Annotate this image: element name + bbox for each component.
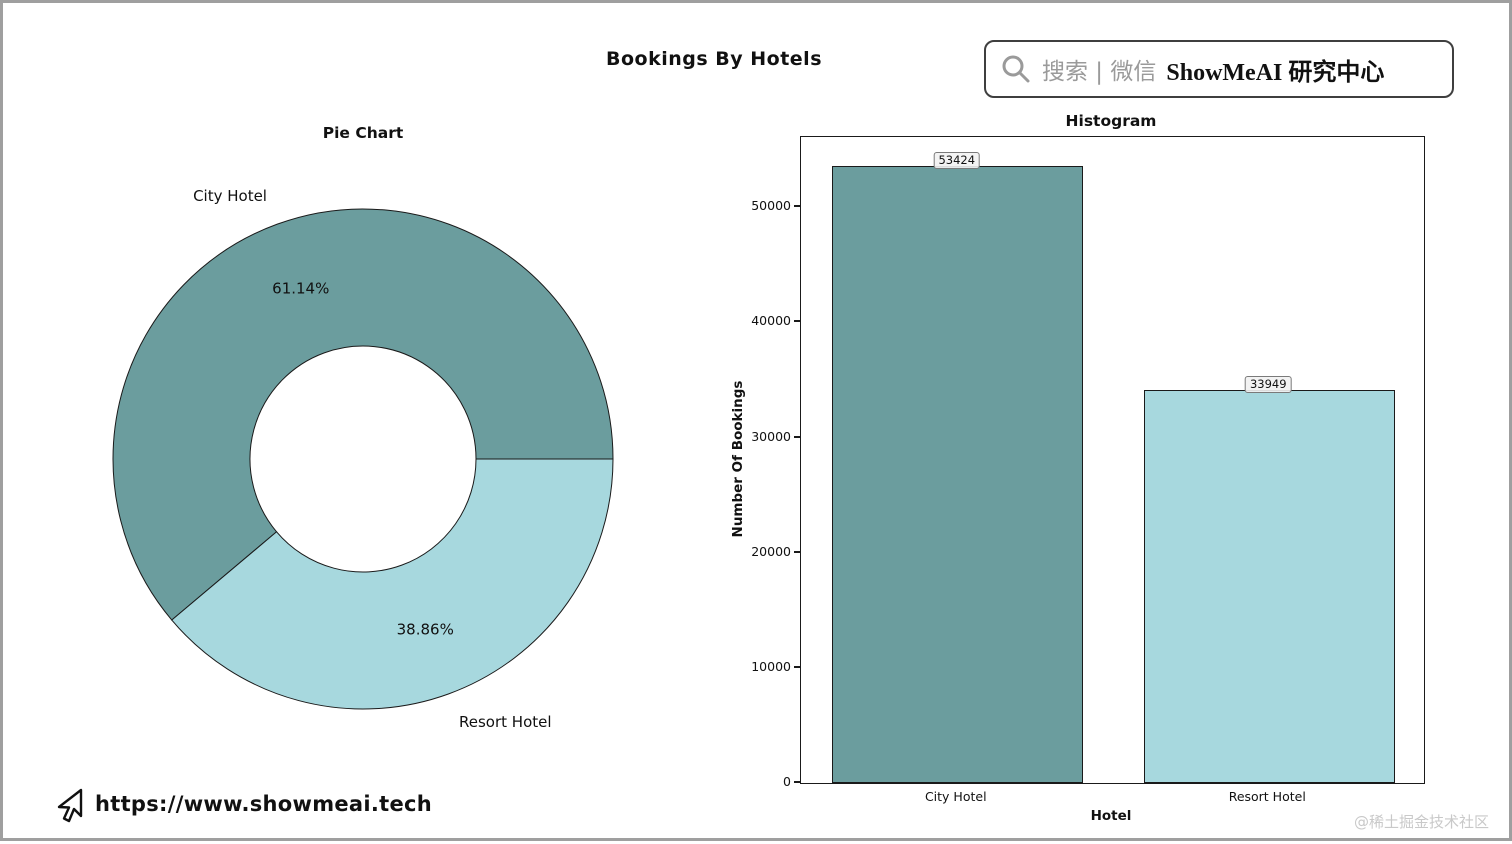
y-tick-mark bbox=[794, 435, 800, 438]
histogram-x-axis-label: Hotel bbox=[1090, 808, 1132, 824]
bar-city-hotel bbox=[832, 165, 1084, 783]
cursor-icon bbox=[57, 788, 83, 823]
x-tick-label: City Hotel bbox=[924, 789, 987, 804]
pie-slice-resort-hotel bbox=[171, 458, 614, 710]
y-tick-mark bbox=[794, 665, 800, 668]
site-url[interactable]: https://www.showmeai.tech bbox=[95, 792, 433, 816]
histogram-panel: 53424 33949 Hotel 0 10000 20000 30000 40000 50… bbox=[723, 136, 1463, 836]
search-brand: ShowMeAI 研究中心 bbox=[1166, 59, 1385, 86]
y-tick-label: 40000 bbox=[751, 313, 791, 329]
y-tick-label: 0 bbox=[783, 774, 791, 789]
pie-percent-label: 38.86% bbox=[397, 620, 454, 638]
y-tick-mark bbox=[794, 781, 800, 783]
y-tick-label: 50000 bbox=[751, 198, 791, 214]
y-tick-mark bbox=[794, 205, 800, 208]
search-placeholder: 搜索 | 微信 bbox=[1042, 59, 1157, 85]
x-tick-label: Resort Hotel bbox=[1228, 789, 1306, 804]
histogram-title: Histogram bbox=[1065, 112, 1157, 130]
bar-value-label: 33949 bbox=[1244, 376, 1292, 394]
histogram-plot-area: 53424 33949 bbox=[800, 136, 1425, 784]
page-title: Bookings By Hotels bbox=[605, 48, 823, 70]
search-icon bbox=[1002, 55, 1030, 83]
pie-chart-title: Pie Chart bbox=[322, 124, 404, 142]
pie-slice-city-hotel bbox=[112, 208, 614, 621]
y-tick-mark bbox=[794, 550, 800, 553]
y-tick-mark bbox=[794, 320, 800, 323]
pie-percent-label: 61.14% bbox=[272, 280, 329, 298]
bar-resort-hotel bbox=[1143, 390, 1395, 783]
pie-slice-label: City Hotel bbox=[193, 187, 267, 205]
pie-slice-label: Resort Hotel bbox=[459, 713, 552, 731]
y-tick-label: 10000 bbox=[751, 658, 791, 674]
wechat-search-box[interactable]: 搜索 | 微信 ShowMeAI 研究中心 bbox=[984, 40, 1454, 98]
bar-value-label: 53424 bbox=[933, 151, 981, 169]
y-tick-label: 30000 bbox=[751, 428, 791, 444]
y-tick-label: 20000 bbox=[751, 543, 791, 559]
watermark: @稀土掘金技术社区 bbox=[1353, 813, 1489, 831]
